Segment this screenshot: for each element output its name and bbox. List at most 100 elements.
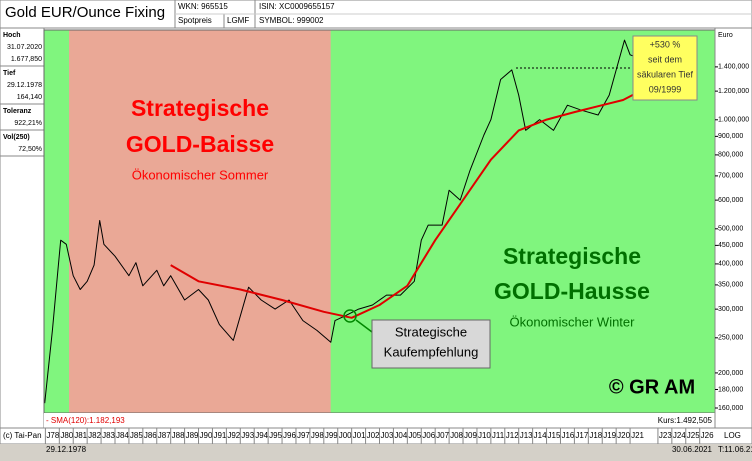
annotation-title: GOLD-Hausse	[494, 278, 650, 304]
y-tick-label: 400,000	[718, 261, 743, 268]
y-tick-label: 160,000	[718, 405, 743, 412]
x-tick-label: J13	[520, 431, 533, 440]
end-date: 30.06.2021	[672, 445, 713, 454]
copyright: (c) Tai-Pan	[3, 431, 42, 440]
x-tick-label: J03	[381, 431, 394, 440]
x-tick-label: J98	[311, 431, 324, 440]
y-tick-label: 180,000	[718, 386, 743, 393]
gain-text: seit dem	[648, 54, 682, 64]
y-tick-label: 1.400,000	[718, 64, 749, 71]
annotation-sub: Ökonomischer Sommer	[132, 167, 269, 182]
x-tick-label: J90	[200, 431, 213, 440]
x-tick-label: J99	[325, 431, 338, 440]
annotation-sub: Ökonomischer Winter	[510, 314, 636, 329]
x-tick-label: J04	[394, 431, 407, 440]
x-tick-label: J08	[450, 431, 463, 440]
info-strip	[44, 413, 715, 428]
x-tick-label: J24	[673, 431, 686, 440]
scrollbar[interactable]	[0, 444, 752, 456]
y-axis-panel	[714, 27, 752, 429]
stat-date: 29.12.1978	[7, 82, 42, 89]
x-tick-label: J07	[436, 431, 449, 440]
phase-region	[69, 30, 331, 413]
stat-value: 1.677,850	[11, 56, 42, 63]
x-tick-label: J09	[464, 431, 477, 440]
gain-text: säkularen Tief	[637, 69, 694, 79]
sma-label: - SMA(120):1.182,193	[46, 416, 125, 425]
scale-mode: LOG	[724, 431, 741, 440]
x-tick-label: J12	[506, 431, 519, 440]
y-tick-label: 900,000	[718, 133, 743, 140]
x-tick-label: J96	[283, 431, 296, 440]
stat-label: Vol(250)	[3, 134, 30, 141]
x-tick-label: J02	[367, 431, 380, 440]
x-tick-label: J80	[60, 431, 73, 440]
x-tick-label: J89	[186, 431, 199, 440]
x-tick-label: J94	[255, 431, 268, 440]
x-tick-label: J23	[659, 431, 672, 440]
buy-text: Strategische	[395, 324, 467, 339]
y-tick-label: 1.200,000	[718, 88, 749, 95]
x-tick-label: J78	[46, 431, 59, 440]
x-tick-label: J84	[116, 431, 129, 440]
buy-marker	[343, 309, 357, 323]
y-tick-label: 600,000	[718, 197, 743, 204]
x-tick-label: J20	[617, 431, 630, 440]
y-tick-label: 350,000	[718, 282, 743, 289]
x-tick-label: J85	[130, 431, 143, 440]
x-tick-label: J97	[297, 431, 310, 440]
buy-box	[371, 319, 491, 369]
stat-label: Hoch	[3, 32, 21, 39]
annotation-title: GOLD-Baisse	[126, 131, 274, 157]
x-tick-label: J21	[631, 431, 644, 440]
symbol: SYMBOL: 999002	[259, 16, 324, 25]
x-tick-label: J14	[534, 431, 547, 440]
x-tick-label: J18	[589, 431, 602, 440]
annotation-title: Strategische	[131, 95, 269, 121]
x-tick-label: J88	[172, 431, 185, 440]
x-tick-label: J01	[353, 431, 366, 440]
y-tick-label: 1.000,000	[718, 117, 749, 124]
y-tick-label: 800,000	[718, 152, 743, 159]
x-tick-label: J82	[88, 431, 101, 440]
gain-text: 09/1999	[649, 84, 682, 94]
y-tick-label: 500,000	[718, 226, 743, 233]
stat-date: 31.07.2020	[7, 44, 42, 51]
stat-label: Tief	[3, 70, 16, 77]
y-tick-label: 300,000	[718, 306, 743, 313]
x-tick-label: J00	[339, 431, 352, 440]
x-tick-label: J25	[687, 431, 700, 440]
wkn: WKN: 965515	[178, 2, 228, 11]
exchange: LGMF	[227, 16, 249, 25]
x-tick-label: J92	[227, 431, 240, 440]
buy-arrow	[355, 319, 373, 333]
buy-text: Kaufempfehlung	[384, 344, 479, 359]
x-tick-label: J16	[561, 431, 574, 440]
x-tick-label: J86	[144, 431, 157, 440]
x-tick-label: J91	[213, 431, 226, 440]
price-label: Kurs:1.492,505	[658, 416, 713, 425]
x-tick-label: J26	[701, 431, 714, 440]
gain-text: +530 %	[650, 39, 681, 49]
gain-box	[632, 35, 698, 101]
x-tick-label: J11	[492, 431, 505, 440]
x-tick-label: J83	[102, 431, 115, 440]
x-tick-label: J81	[74, 431, 87, 440]
isin: ISIN: XC0009655157	[259, 2, 335, 11]
x-tick-label: J17	[575, 431, 588, 440]
start-date: 29.12.1978	[46, 445, 87, 454]
x-tick-label: J95	[269, 431, 282, 440]
stat-value: 164,140	[17, 94, 42, 101]
y-tick-label: 200,000	[718, 370, 743, 377]
quote: Spotpreis	[178, 16, 212, 25]
series-line	[170, 92, 637, 319]
time-stamp: T:11.06.21	[718, 445, 752, 454]
watermark: © GR AM	[609, 376, 695, 398]
title: Gold EUR/Ounce Fixing	[5, 4, 165, 21]
x-tick-label: J87	[158, 431, 171, 440]
annotation-title: Strategische	[503, 243, 641, 269]
x-tick-label: J05	[408, 431, 421, 440]
x-tick-label: J06	[422, 431, 435, 440]
y-tick-label: 450,000	[718, 242, 743, 249]
